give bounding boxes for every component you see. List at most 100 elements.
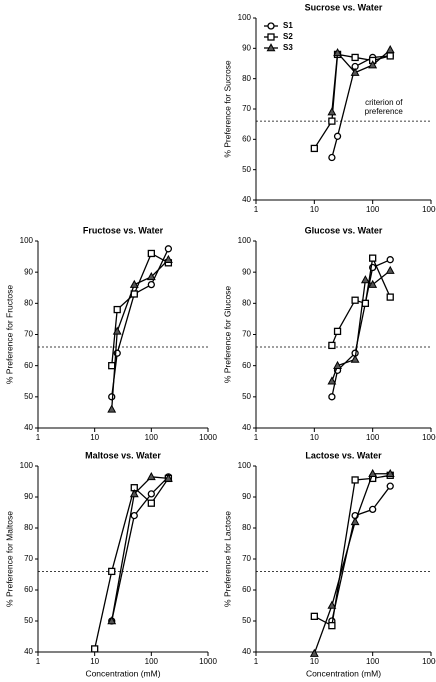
x-tick-label: 100 xyxy=(145,657,159,666)
x-tick-label: 10 xyxy=(90,433,99,442)
annotation: preference xyxy=(365,107,404,116)
point xyxy=(108,567,116,576)
x-tick-label: 1 xyxy=(36,657,41,666)
point xyxy=(310,612,318,620)
y-tick-label: 70 xyxy=(242,104,251,113)
point xyxy=(351,476,359,484)
point xyxy=(147,490,155,498)
y-tick-label: 50 xyxy=(24,392,33,401)
point xyxy=(309,648,319,657)
y-tick-label: 70 xyxy=(24,554,33,563)
x-tick-label: 10 xyxy=(310,657,319,666)
y-tick-label: 80 xyxy=(24,298,33,307)
point xyxy=(368,279,378,288)
series-line xyxy=(111,476,169,622)
series-line xyxy=(111,476,169,622)
y-tick-label: 40 xyxy=(24,423,33,432)
x-axis-label: Concentration (mM) xyxy=(85,668,160,678)
x-tick-label: 100 xyxy=(366,433,380,442)
point xyxy=(360,275,370,284)
x-tick-label: 100 xyxy=(366,205,380,214)
point xyxy=(368,468,378,478)
point xyxy=(129,279,139,288)
point xyxy=(327,376,337,385)
x-tick-label: 100 xyxy=(366,657,380,666)
y-tick-label: 70 xyxy=(242,554,251,563)
point xyxy=(107,404,117,413)
y-axis-label: % Preference for Glucose xyxy=(222,286,232,384)
x-tick-label: 1000 xyxy=(199,657,217,666)
point xyxy=(147,499,155,507)
point xyxy=(107,616,117,625)
point xyxy=(163,254,173,263)
point xyxy=(369,254,377,262)
legend-marker xyxy=(267,33,275,41)
y-tick-label: 40 xyxy=(242,195,251,204)
legend-label: S1 xyxy=(283,21,293,30)
point xyxy=(369,505,377,514)
point xyxy=(386,52,394,60)
y-tick-label: 100 xyxy=(238,13,252,22)
point xyxy=(333,327,342,336)
point xyxy=(385,265,395,274)
y-tick-label: 50 xyxy=(24,616,33,625)
series-line xyxy=(331,485,391,622)
y-tick-label: 100 xyxy=(238,236,252,245)
legend-marker xyxy=(266,43,276,52)
x-tick-label: 1 xyxy=(36,433,41,442)
y-tick-label: 40 xyxy=(24,647,33,656)
series-line xyxy=(94,478,169,650)
legend-label: S3 xyxy=(283,43,293,52)
x-tick-label: 1000 xyxy=(422,205,436,214)
y-tick-label: 70 xyxy=(24,330,33,339)
point xyxy=(147,249,155,258)
y-tick-label: 50 xyxy=(242,165,251,174)
point xyxy=(108,393,116,401)
point xyxy=(368,60,378,69)
point xyxy=(113,305,121,314)
y-tick-label: 40 xyxy=(242,647,251,656)
x-tick-label: 1000 xyxy=(422,433,436,442)
y-tick-label: 100 xyxy=(20,461,34,470)
point xyxy=(351,296,359,304)
point xyxy=(328,393,336,401)
y-tick-label: 80 xyxy=(242,523,251,532)
chart-title: Fructose vs. Water xyxy=(83,225,164,235)
y-axis-label: % Preference for Sucrose xyxy=(222,60,232,158)
point xyxy=(385,45,395,54)
point xyxy=(327,600,337,609)
point xyxy=(147,280,155,289)
x-tick-label: 1 xyxy=(254,205,259,214)
point xyxy=(146,472,156,481)
point xyxy=(310,144,318,153)
y-tick-label: 60 xyxy=(242,585,251,594)
y-tick-label: 80 xyxy=(24,523,33,532)
point xyxy=(130,511,138,520)
y-tick-label: 80 xyxy=(242,74,251,83)
point xyxy=(91,645,99,653)
point xyxy=(328,622,336,630)
point xyxy=(333,48,342,57)
point xyxy=(350,516,360,526)
y-axis-label: % Preference for Fructose xyxy=(4,285,14,384)
x-tick-label: 10 xyxy=(90,657,99,666)
x-tick-label: 1 xyxy=(254,433,259,442)
point xyxy=(386,482,394,490)
point xyxy=(328,341,336,350)
chart-title: Maltose vs. Water xyxy=(85,450,161,460)
y-tick-label: 50 xyxy=(242,392,251,401)
point xyxy=(333,132,342,140)
chart-title: Glucose vs. Water xyxy=(305,225,383,235)
point xyxy=(164,245,173,253)
y-tick-label: 100 xyxy=(20,236,34,245)
x-tick-label: 100 xyxy=(145,433,159,442)
x-tick-label: 1000 xyxy=(422,657,436,666)
point xyxy=(108,362,116,370)
x-tick-label: 10 xyxy=(310,433,319,442)
y-tick-label: 50 xyxy=(242,616,251,625)
point xyxy=(328,153,336,162)
point xyxy=(385,468,395,478)
y-tick-label: 60 xyxy=(242,361,251,370)
y-tick-label: 40 xyxy=(242,423,251,432)
annotation: criterion of xyxy=(365,98,403,107)
